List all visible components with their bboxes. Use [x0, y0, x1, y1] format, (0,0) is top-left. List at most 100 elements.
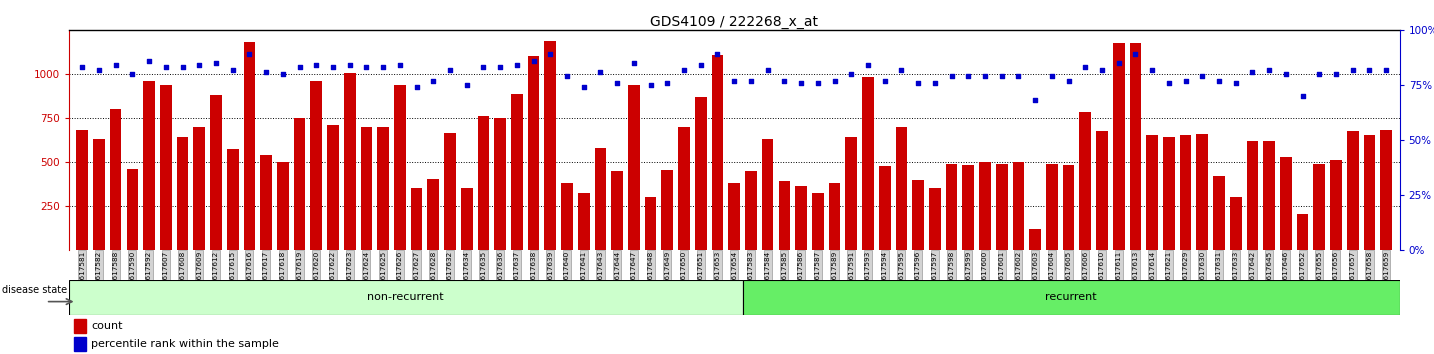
- Text: non-recurrent: non-recurrent: [367, 292, 445, 302]
- Bar: [1364, 136, 1375, 250]
- Point: [1291, 93, 1314, 99]
- Point: [188, 62, 211, 68]
- Bar: [260, 155, 272, 250]
- Point: [422, 78, 445, 84]
- Bar: [360, 127, 373, 250]
- Bar: [143, 81, 155, 250]
- Point: [1325, 71, 1348, 77]
- Bar: [862, 78, 873, 250]
- Bar: [1314, 164, 1325, 250]
- Text: GSM617598: GSM617598: [948, 251, 955, 295]
- Bar: [628, 85, 640, 250]
- Bar: [746, 171, 757, 250]
- Text: GSM617647: GSM617647: [631, 251, 637, 295]
- Bar: [829, 183, 840, 250]
- Text: GSM617643: GSM617643: [598, 251, 604, 295]
- Bar: [211, 95, 222, 250]
- Bar: [561, 183, 572, 250]
- Bar: [227, 149, 238, 250]
- Point: [472, 64, 495, 70]
- Point: [1308, 71, 1331, 77]
- Text: GSM617653: GSM617653: [714, 251, 720, 295]
- Text: GSM617645: GSM617645: [1266, 251, 1272, 295]
- Point: [271, 71, 294, 77]
- Text: recurrent: recurrent: [1045, 292, 1097, 302]
- Bar: [410, 188, 423, 250]
- Bar: [1230, 197, 1242, 250]
- Bar: [1281, 156, 1292, 250]
- Bar: [945, 164, 958, 250]
- Point: [873, 78, 896, 84]
- Bar: [495, 118, 506, 250]
- Bar: [1163, 137, 1174, 250]
- Text: GSM617591: GSM617591: [849, 251, 855, 295]
- Bar: [545, 41, 556, 250]
- Bar: [1113, 43, 1124, 250]
- Bar: [1045, 164, 1058, 250]
- Point: [389, 62, 412, 68]
- Bar: [595, 148, 607, 250]
- Point: [321, 64, 344, 70]
- Point: [706, 51, 728, 57]
- Point: [891, 67, 913, 73]
- Point: [356, 64, 379, 70]
- Text: GSM617627: GSM617627: [413, 251, 420, 295]
- Point: [1140, 67, 1163, 73]
- Text: GSM617622: GSM617622: [330, 251, 336, 295]
- Text: GSM617659: GSM617659: [1384, 251, 1390, 295]
- Text: GSM617616: GSM617616: [247, 251, 252, 295]
- Text: GSM617582: GSM617582: [96, 251, 102, 295]
- Point: [974, 73, 997, 79]
- Bar: [1246, 141, 1258, 250]
- Text: GSM617592: GSM617592: [146, 251, 152, 295]
- Point: [673, 67, 695, 73]
- Point: [1275, 71, 1298, 77]
- Bar: [1296, 215, 1308, 250]
- Bar: [779, 181, 790, 250]
- Bar: [445, 133, 456, 250]
- Point: [155, 64, 178, 70]
- Point: [773, 78, 796, 84]
- Text: GSM617587: GSM617587: [815, 251, 820, 295]
- Bar: [394, 85, 406, 250]
- Point: [1174, 78, 1197, 84]
- Point: [1074, 64, 1097, 70]
- Bar: [728, 183, 740, 250]
- Text: GSM617615: GSM617615: [229, 251, 235, 295]
- Point: [205, 60, 228, 66]
- Text: GSM617594: GSM617594: [882, 251, 888, 295]
- Text: GSM617644: GSM617644: [614, 251, 619, 295]
- Bar: [812, 193, 823, 250]
- Bar: [528, 56, 539, 250]
- Point: [740, 78, 763, 84]
- Point: [87, 67, 110, 73]
- Bar: [93, 139, 105, 250]
- Bar: [75, 319, 86, 333]
- Bar: [1146, 136, 1159, 250]
- Bar: [126, 169, 138, 250]
- Bar: [761, 139, 773, 250]
- Text: GSM617586: GSM617586: [799, 251, 804, 295]
- Text: GSM617638: GSM617638: [531, 251, 536, 295]
- Point: [522, 58, 545, 64]
- Point: [1041, 73, 1064, 79]
- Point: [221, 67, 244, 73]
- Point: [338, 62, 361, 68]
- Text: GSM617648: GSM617648: [648, 251, 654, 295]
- Bar: [294, 118, 305, 250]
- Text: GSM617650: GSM617650: [681, 251, 687, 295]
- Point: [1107, 60, 1130, 66]
- Point: [105, 62, 128, 68]
- Text: GSM617609: GSM617609: [196, 251, 202, 295]
- Bar: [962, 165, 974, 250]
- Bar: [161, 85, 172, 250]
- Text: GSM617617: GSM617617: [262, 251, 270, 295]
- Bar: [1196, 134, 1209, 250]
- Point: [622, 60, 645, 66]
- Text: GSM617632: GSM617632: [447, 251, 453, 295]
- Text: GSM617626: GSM617626: [397, 251, 403, 295]
- Text: GSM617597: GSM617597: [932, 251, 938, 295]
- Point: [856, 62, 879, 68]
- Text: GSM617618: GSM617618: [280, 251, 285, 295]
- Text: GSM617600: GSM617600: [982, 251, 988, 295]
